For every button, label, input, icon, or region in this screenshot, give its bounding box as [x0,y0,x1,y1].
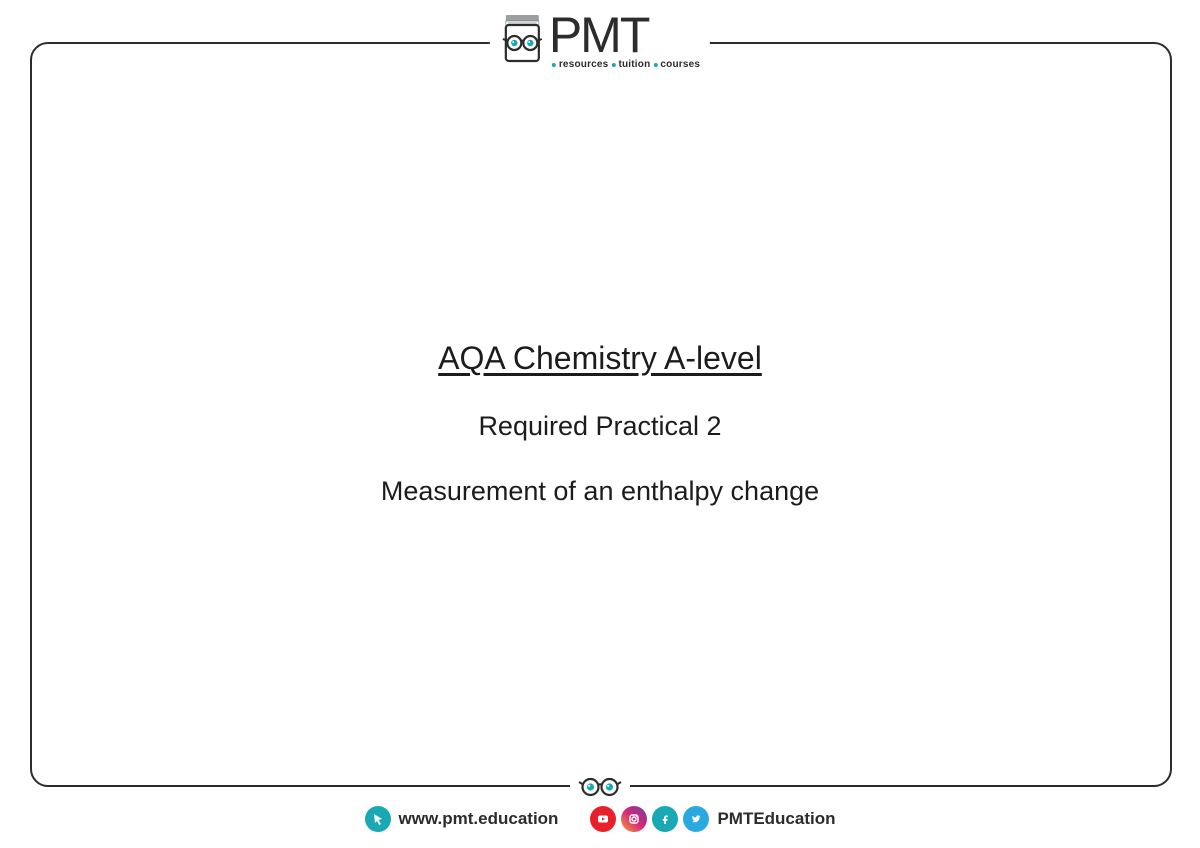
document-description: Measurement of an enthalpy change [0,476,1200,507]
footer-website[interactable]: www.pmt.education [365,806,559,832]
tagline-part: tuition [618,60,650,70]
pmt-logo: PMT resources tuition courses [490,10,710,70]
tagline-part: resources [559,60,609,70]
document-title: AQA Chemistry A-level [0,340,1200,377]
youtube-icon[interactable] [590,806,616,832]
facebook-icon[interactable] [652,806,678,832]
glasses-icon [570,773,630,799]
instagram-icon[interactable] [621,806,647,832]
dot-icon [552,63,556,67]
mascot-icon [500,13,545,68]
document-subtitle: Required Practical 2 [0,411,1200,442]
tagline-part: courses [660,60,700,70]
footer-social: PMTEducation [590,806,835,832]
website-text: www.pmt.education [399,809,559,829]
cursor-icon [365,806,391,832]
twitter-icon[interactable] [683,806,709,832]
dot-icon [611,63,615,67]
social-handle: PMTEducation [717,809,835,829]
document-content: AQA Chemistry A-level Required Practical… [0,340,1200,507]
dot-icon [653,63,657,67]
logo-tagline: resources tuition courses [549,60,700,70]
footer: www.pmt.education [0,806,1200,832]
logo-brand: PMT [549,10,700,60]
logo-text: PMT resources tuition courses [549,10,700,70]
